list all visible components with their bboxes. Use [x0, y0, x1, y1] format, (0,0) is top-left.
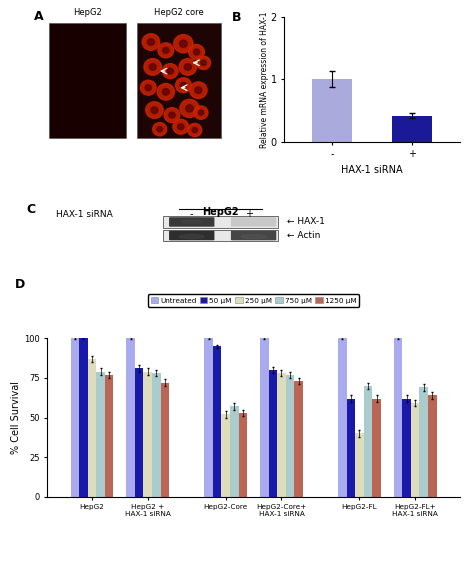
- Circle shape: [167, 68, 173, 74]
- Bar: [392, 115, 432, 142]
- Circle shape: [174, 35, 193, 53]
- Circle shape: [241, 235, 266, 239]
- Circle shape: [182, 220, 202, 223]
- Bar: [49, 23, 127, 138]
- Text: D: D: [14, 278, 25, 291]
- Circle shape: [173, 119, 189, 134]
- Bar: [204, 338, 213, 497]
- Bar: [372, 399, 381, 497]
- Circle shape: [194, 106, 208, 119]
- Bar: [402, 399, 411, 497]
- Circle shape: [186, 105, 193, 112]
- FancyBboxPatch shape: [231, 231, 276, 240]
- Bar: [294, 381, 303, 497]
- Circle shape: [162, 63, 178, 79]
- FancyBboxPatch shape: [169, 217, 214, 227]
- Circle shape: [184, 63, 191, 70]
- Circle shape: [201, 60, 206, 66]
- Circle shape: [178, 124, 184, 130]
- Bar: [230, 407, 238, 497]
- Bar: [260, 338, 269, 497]
- Circle shape: [140, 81, 156, 95]
- Bar: [411, 403, 419, 497]
- Circle shape: [157, 127, 163, 132]
- Text: HepG2 core: HepG2 core: [154, 8, 204, 17]
- Circle shape: [169, 112, 175, 118]
- Bar: [213, 346, 221, 497]
- Circle shape: [180, 99, 199, 118]
- Circle shape: [179, 235, 204, 239]
- X-axis label: HAX-1 siRNA: HAX-1 siRNA: [341, 165, 403, 175]
- Bar: [277, 373, 286, 497]
- FancyBboxPatch shape: [169, 231, 214, 240]
- Circle shape: [195, 87, 202, 94]
- Bar: [346, 399, 355, 497]
- Bar: [163, 230, 278, 242]
- Bar: [88, 359, 96, 497]
- Bar: [96, 372, 105, 497]
- Circle shape: [149, 63, 156, 70]
- Text: HepG2: HepG2: [202, 207, 239, 218]
- Bar: [161, 383, 169, 497]
- Text: B: B: [232, 11, 241, 24]
- Text: HAX-1 siRNA: HAX-1 siRNA: [55, 210, 112, 219]
- Circle shape: [189, 45, 204, 59]
- Circle shape: [193, 49, 200, 55]
- Y-axis label: % Cell Survival: % Cell Survival: [11, 381, 21, 454]
- Circle shape: [153, 123, 167, 136]
- Circle shape: [144, 59, 162, 75]
- Bar: [269, 370, 277, 497]
- Circle shape: [197, 56, 210, 70]
- Bar: [71, 338, 79, 497]
- Circle shape: [145, 85, 152, 91]
- Bar: [394, 338, 402, 497]
- Circle shape: [158, 43, 174, 58]
- Text: A: A: [34, 10, 44, 23]
- Bar: [152, 373, 161, 497]
- Circle shape: [162, 89, 169, 95]
- Circle shape: [190, 82, 207, 98]
- Bar: [428, 395, 437, 497]
- Bar: [79, 338, 88, 497]
- Circle shape: [175, 78, 191, 93]
- Circle shape: [163, 47, 169, 53]
- Legend: Untreated, 50 μM, 250 μM, 750 μM, 1250 μM: Untreated, 50 μM, 250 μM, 750 μM, 1250 μ…: [148, 294, 359, 307]
- Y-axis label: Relative mRNA expression of HAX-1: Relative mRNA expression of HAX-1: [260, 11, 269, 148]
- Text: ← HAX-1: ← HAX-1: [287, 218, 325, 227]
- Bar: [338, 338, 346, 497]
- Circle shape: [164, 107, 180, 123]
- Bar: [286, 375, 294, 497]
- FancyBboxPatch shape: [231, 217, 276, 227]
- Bar: [135, 368, 144, 497]
- Circle shape: [157, 83, 174, 100]
- Text: C: C: [27, 203, 36, 216]
- Text: +: +: [246, 209, 254, 219]
- Circle shape: [146, 102, 163, 118]
- Bar: [144, 372, 152, 497]
- Circle shape: [188, 123, 202, 136]
- Bar: [419, 387, 428, 497]
- Bar: [355, 433, 364, 497]
- Circle shape: [180, 40, 187, 47]
- Bar: [137, 23, 221, 138]
- Bar: [163, 216, 278, 228]
- Text: HepG2: HepG2: [73, 8, 102, 17]
- Bar: [127, 338, 135, 497]
- Circle shape: [142, 34, 160, 50]
- Bar: [364, 386, 372, 497]
- Bar: [238, 413, 247, 497]
- Bar: [221, 415, 230, 497]
- Circle shape: [151, 107, 158, 114]
- Text: ← Actin: ← Actin: [287, 231, 320, 240]
- Bar: [105, 375, 113, 497]
- Circle shape: [192, 127, 198, 132]
- Text: -: -: [190, 209, 193, 219]
- Circle shape: [180, 82, 187, 88]
- Circle shape: [179, 59, 197, 75]
- Bar: [312, 79, 352, 142]
- Circle shape: [198, 110, 204, 115]
- Circle shape: [147, 39, 155, 45]
